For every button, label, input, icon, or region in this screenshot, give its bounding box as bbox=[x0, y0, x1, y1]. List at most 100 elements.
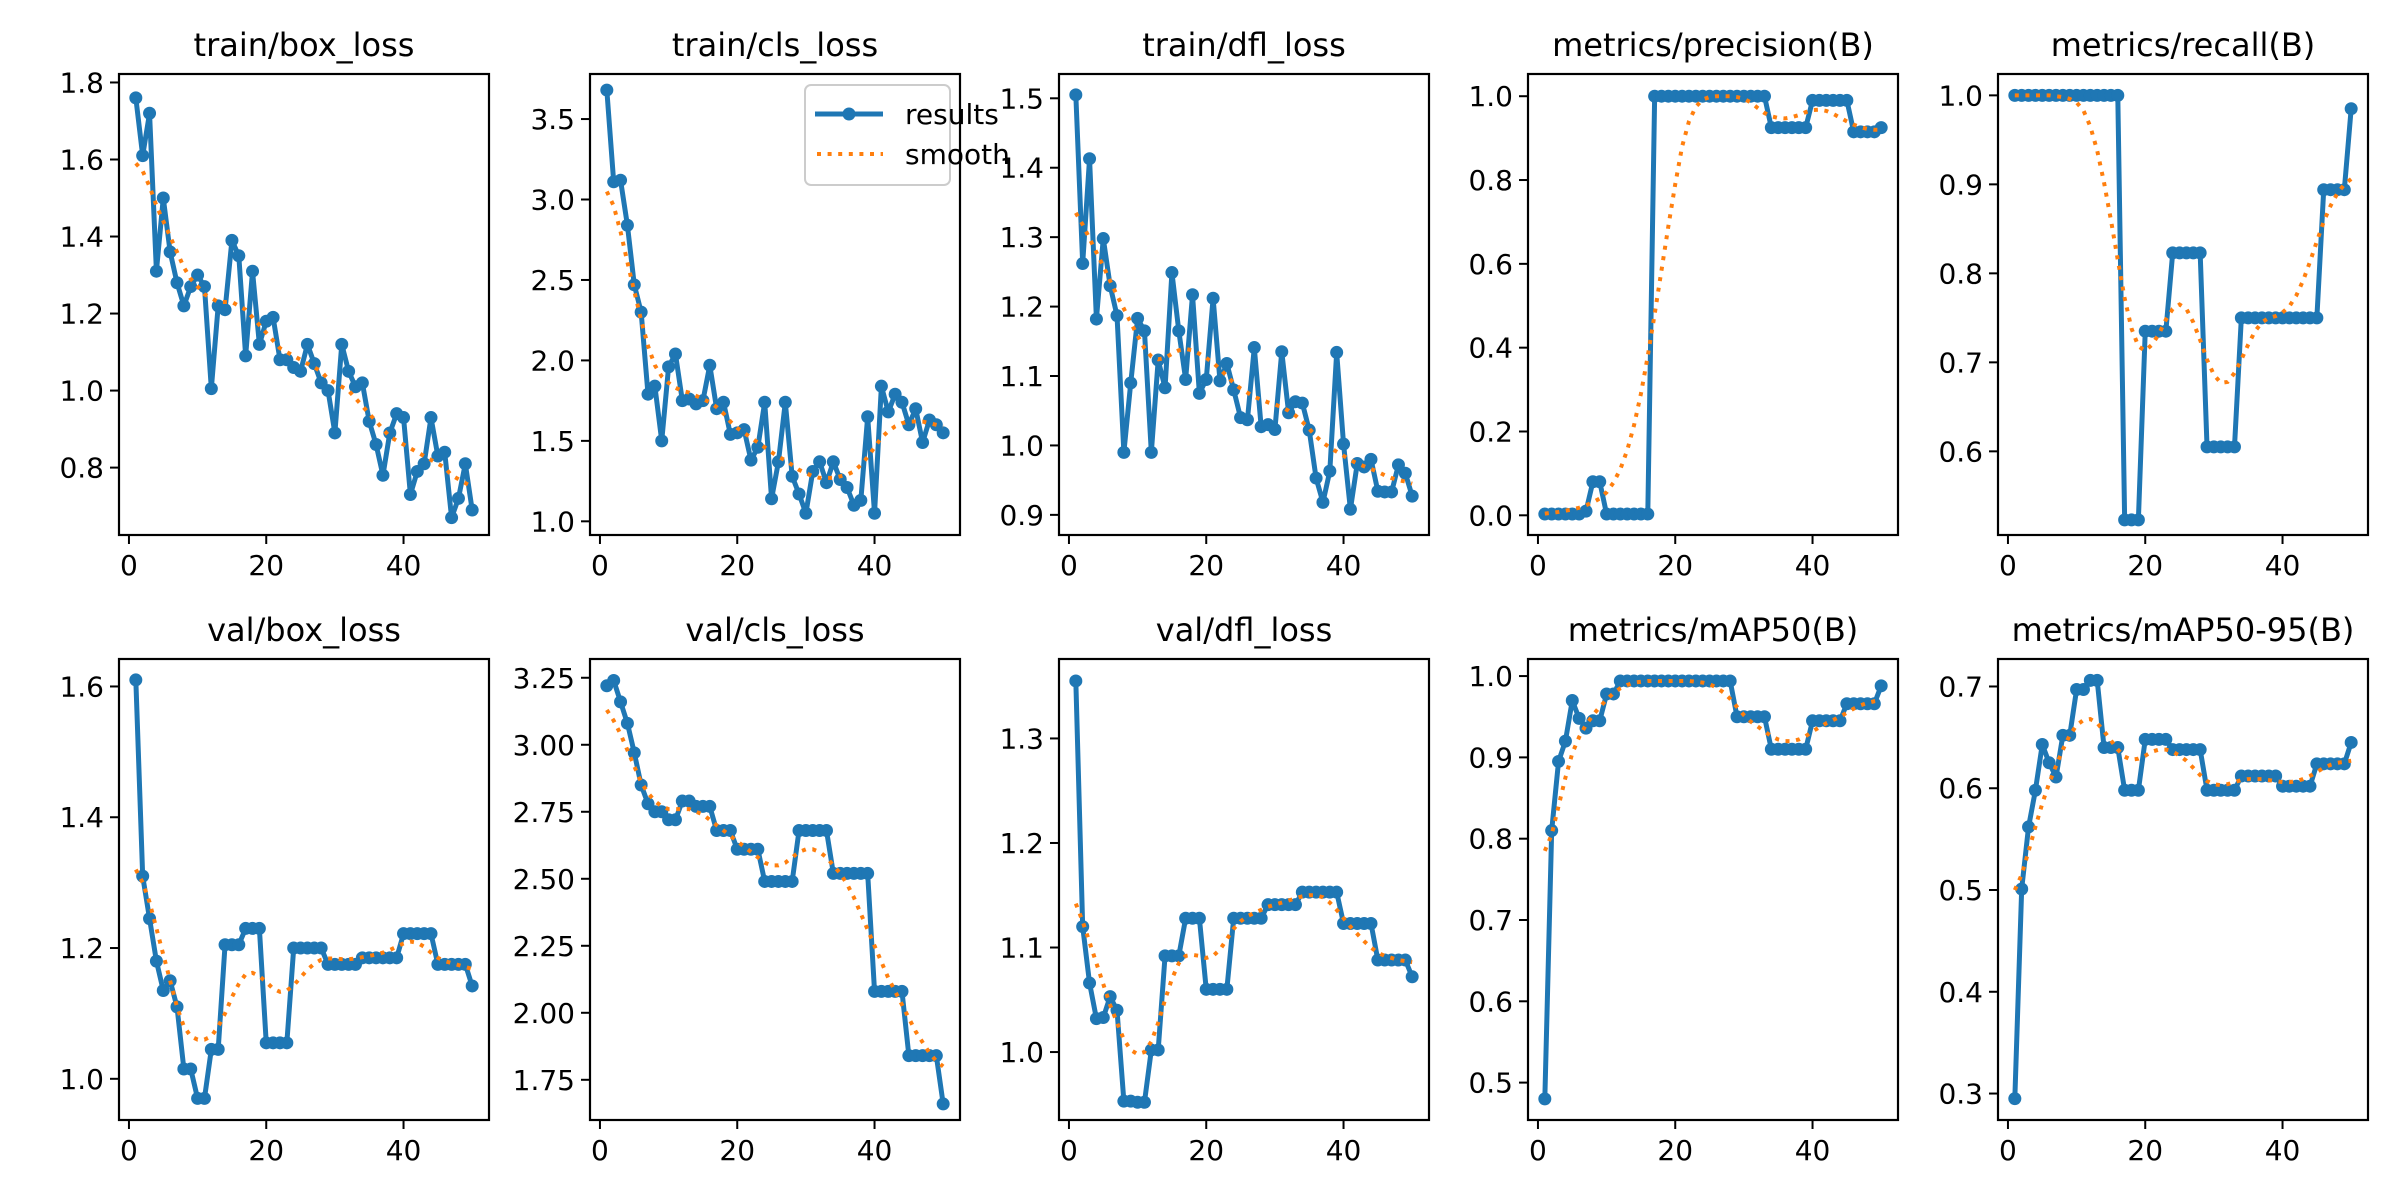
results-point bbox=[1295, 396, 1309, 410]
y-tick-label: 1.1 bbox=[999, 360, 1044, 393]
results-point bbox=[1572, 711, 1586, 725]
results-point bbox=[723, 824, 737, 838]
series-group bbox=[2008, 88, 2358, 527]
results-point bbox=[1117, 445, 1131, 459]
results-point bbox=[184, 1062, 198, 1076]
results-point bbox=[1103, 990, 1117, 1004]
y-tick-label: 1.3 bbox=[999, 221, 1044, 254]
results-line bbox=[1073, 680, 1415, 1105]
results-point bbox=[1316, 495, 1330, 509]
x-tick-label: 0 bbox=[1529, 1134, 1547, 1167]
series-group bbox=[600, 83, 950, 520]
results-point bbox=[1330, 345, 1344, 359]
results-line bbox=[1542, 678, 1884, 1099]
results-point bbox=[2042, 756, 2056, 770]
results-point bbox=[1137, 324, 1151, 338]
results-point bbox=[191, 268, 205, 282]
results-point bbox=[335, 337, 349, 351]
y-tick-label: 1.0 bbox=[1938, 79, 1983, 112]
results-point bbox=[225, 233, 239, 247]
results-point bbox=[703, 358, 717, 372]
y-tick-label: 1.6 bbox=[59, 143, 104, 176]
results-point bbox=[2008, 1092, 2022, 1106]
results-point bbox=[1757, 89, 1771, 103]
results-point bbox=[1405, 970, 1419, 984]
y-tick-label: 1.0 bbox=[1468, 660, 1513, 693]
y-tick-label: 0.9 bbox=[1938, 168, 1983, 201]
results-point bbox=[1593, 475, 1607, 489]
axes-frame bbox=[1526, 657, 1900, 1122]
results-point bbox=[662, 360, 676, 374]
axes-frame bbox=[1996, 72, 2370, 537]
results-point bbox=[751, 440, 765, 454]
results-point bbox=[246, 264, 260, 278]
results-point bbox=[424, 411, 438, 425]
results-point bbox=[2131, 513, 2145, 527]
axes-frame bbox=[117, 72, 491, 537]
results-point bbox=[1723, 674, 1737, 688]
y-tick-label: 1.6 bbox=[59, 670, 104, 703]
y-tick-label: 0.6 bbox=[1938, 435, 1983, 468]
results-point bbox=[1199, 372, 1213, 386]
results-point bbox=[2076, 683, 2090, 697]
results-point bbox=[620, 218, 634, 232]
x-tick-label: 0 bbox=[591, 1134, 609, 1167]
x-tick-label: 40 bbox=[386, 1134, 422, 1167]
results-line bbox=[133, 679, 475, 1101]
subplot-title: train/cls_loss bbox=[672, 26, 878, 64]
y-tick-label: 0.5 bbox=[1938, 874, 1983, 907]
results-point bbox=[294, 364, 308, 378]
smooth-line bbox=[134, 162, 474, 489]
y-tick-label: 0.8 bbox=[59, 452, 104, 485]
results-point bbox=[785, 469, 799, 483]
results-point bbox=[397, 411, 411, 425]
y-tick-label: 1.4 bbox=[59, 801, 104, 834]
y-tick-label: 0.2 bbox=[1468, 415, 1513, 448]
results-point bbox=[634, 305, 648, 319]
results-point bbox=[1385, 485, 1399, 499]
y-tick-label: 2.00 bbox=[513, 997, 575, 1030]
results-point bbox=[2035, 737, 2049, 751]
results-line bbox=[1544, 93, 1883, 517]
results-point bbox=[1538, 1092, 1552, 1106]
legend-results-marker bbox=[842, 107, 856, 121]
results-point bbox=[1206, 291, 1220, 305]
results-point bbox=[600, 83, 614, 97]
results-point bbox=[1096, 1011, 1110, 1025]
results-point bbox=[655, 434, 669, 448]
series-group bbox=[1069, 88, 1419, 516]
results-point bbox=[2090, 673, 2104, 687]
results-point bbox=[717, 395, 731, 409]
results-point bbox=[765, 492, 779, 506]
y-tick-label: 0.8 bbox=[1938, 257, 1983, 290]
results-point bbox=[1593, 714, 1607, 728]
results-point bbox=[1364, 452, 1378, 466]
results-point bbox=[252, 921, 266, 935]
results-point bbox=[2310, 311, 2324, 325]
results-point bbox=[1874, 121, 1888, 135]
x-tick-label: 40 bbox=[1326, 549, 1362, 582]
axes-frame bbox=[588, 72, 962, 537]
x-tick-label: 20 bbox=[1657, 1134, 1693, 1167]
results-point bbox=[627, 746, 641, 760]
results-point bbox=[1227, 383, 1241, 397]
results-point bbox=[1799, 742, 1813, 756]
results-point bbox=[1247, 341, 1261, 355]
results-point bbox=[1069, 674, 1083, 688]
y-tick-label: 2.75 bbox=[513, 796, 575, 829]
results-point bbox=[1172, 324, 1186, 338]
results-point bbox=[826, 455, 840, 469]
results-point bbox=[1110, 309, 1124, 323]
results-point bbox=[1799, 121, 1813, 135]
results-point bbox=[840, 481, 854, 495]
series-group bbox=[600, 673, 950, 1111]
subplot-metrics-precision-b: metrics/precision(B) 0 20 40 0.0 0.2 0.4 0.6 0.8… bbox=[1468, 26, 1900, 582]
results-point bbox=[1323, 464, 1337, 478]
y-tick-label: 1.2 bbox=[999, 291, 1044, 324]
results-point bbox=[620, 716, 634, 730]
y-tick-label: 0.4 bbox=[1938, 976, 1983, 1009]
x-tick-label: 20 bbox=[719, 1134, 755, 1167]
subplot-title: metrics/mAP50(B) bbox=[1568, 611, 1859, 649]
results-point bbox=[355, 376, 369, 390]
results-point bbox=[668, 347, 682, 361]
